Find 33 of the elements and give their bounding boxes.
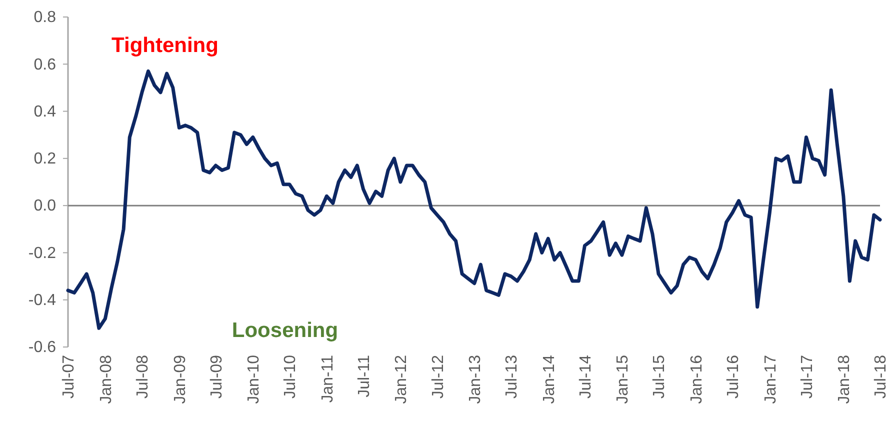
x-tick-label: Jul-13	[504, 354, 521, 399]
annotation: Tightening	[112, 34, 218, 57]
x-tick-label: Jul-07	[60, 354, 78, 399]
y-tick-label: 0.8	[34, 9, 56, 26]
x-tick-label: Jul-08	[134, 354, 152, 399]
x-tick-label: Jan-16	[688, 354, 706, 404]
x-tick-label: Jan-11	[319, 354, 336, 403]
x-tick-label: Jul-12	[430, 354, 447, 399]
x-tick-label: Jul-18	[872, 354, 888, 399]
x-tick-label: Jul-10	[282, 354, 300, 399]
y-tick-label: 0.0	[34, 198, 56, 215]
y-tick-label: 0.4	[34, 103, 56, 120]
x-tick-label: Jan-14	[540, 354, 558, 404]
x-tick-label: Jan-13	[467, 354, 484, 404]
x-tick-label: Jan-08	[98, 354, 115, 404]
y-tick-label: 0.2	[34, 150, 56, 168]
y-tick-label: -0.2	[28, 244, 56, 262]
x-tick-label: Jul-11	[356, 354, 373, 398]
x-tick-label: Jan-18	[836, 354, 854, 404]
x-tick-label: Jul-15	[651, 354, 668, 399]
x-tick-label: Jan-09	[172, 354, 189, 404]
x-tick-label: Jul-16	[725, 354, 742, 399]
y-tick-label: -0.4	[28, 292, 56, 309]
x-tick-label: Jan-17	[762, 354, 780, 404]
y-tick-label: -0.6	[28, 339, 56, 356]
y-tick-label: 0.6	[34, 56, 56, 74]
x-tick-label: Jan-15	[614, 354, 632, 404]
x-tick-label: Jan-10	[246, 354, 263, 404]
annotation: Loosening	[232, 319, 338, 342]
x-tick-label: Jul-09	[208, 354, 226, 399]
x-tick-label: Jan-12	[393, 354, 410, 404]
x-tick-label: Jul-14	[577, 354, 594, 399]
x-tick-label: Jul-17	[798, 354, 816, 399]
